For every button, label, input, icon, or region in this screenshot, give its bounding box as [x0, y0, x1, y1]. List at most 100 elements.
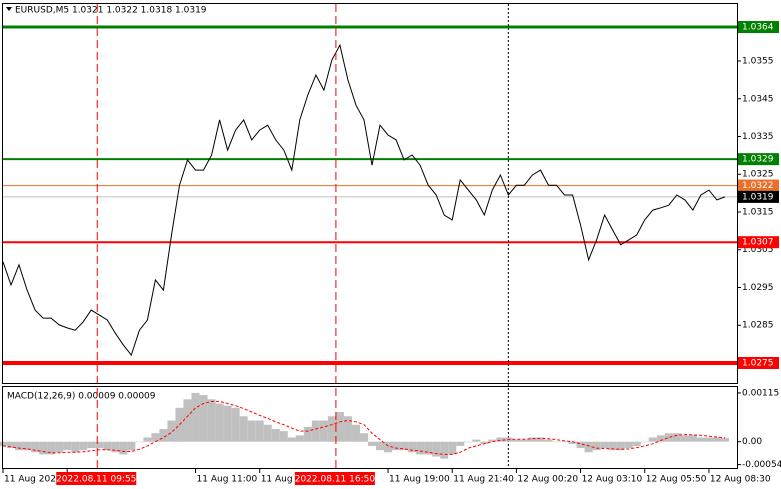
- level-label: 1.0319: [742, 192, 774, 202]
- histogram-bar: [351, 424, 360, 442]
- histogram-bar: [367, 441, 377, 446]
- histogram-bar: [536, 437, 545, 442]
- histogram-bar: [472, 439, 481, 442]
- signal-line: [2, 400, 726, 455]
- histogram-bar: [688, 435, 697, 442]
- histogram-bar: [480, 441, 489, 444]
- marker-label: 2022.08.11 16:50: [295, 475, 376, 485]
- histogram-bar: [608, 441, 617, 451]
- histogram-bar: [496, 437, 505, 442]
- histogram-bar: [432, 441, 441, 457]
- menu-triangle[interactable]: [6, 7, 12, 11]
- histogram-bar: [640, 441, 649, 443]
- level-label-box: [738, 236, 779, 249]
- price-line: [2, 43, 726, 357]
- x-tick-label: 12 Aug 08:30: [710, 475, 771, 485]
- marker-label-box: [294, 472, 375, 485]
- histogram-bar: [600, 441, 609, 449]
- histogram-bar: [55, 441, 64, 453]
- level-label: 1.0307: [742, 238, 774, 248]
- level-label-box: [738, 153, 779, 166]
- price-panel: 1.0355 1.0345 1.0335 1.0325 1.0315 1.0305 1.02…: [2, 4, 774, 468]
- histogram-bar: [712, 437, 721, 442]
- marker-label: 2022.08.11 09:55: [56, 475, 136, 485]
- histogram-bar: [223, 405, 232, 442]
- histogram-bar: [456, 441, 465, 446]
- histogram-bar: [592, 441, 601, 451]
- histogram-bar: [215, 403, 224, 442]
- histogram-bar: [311, 420, 320, 442]
- histogram-bar: [263, 424, 272, 442]
- histogram-bar: [111, 441, 120, 453]
- histogram-bar: [384, 441, 393, 453]
- histogram-bar: [303, 426, 312, 442]
- y-tick-label: 0.00115: [742, 388, 779, 398]
- y-tick-label: 1.0355: [742, 57, 774, 67]
- x-tick-label: 12 Aug 03:10: [582, 475, 643, 485]
- histogram-bar: [239, 416, 248, 442]
- x-tick-label: 11 Aug 21:40: [453, 475, 514, 485]
- histogram-bar: [47, 441, 56, 455]
- histogram-bar: [568, 441, 577, 444]
- histogram-bar: [528, 437, 537, 442]
- histogram-bar: [7, 441, 16, 449]
- level-label: 1.0364: [742, 23, 774, 33]
- histogram-bar: [424, 441, 433, 455]
- histogram-bar: [440, 441, 449, 459]
- histogram-bar: [392, 441, 401, 451]
- histogram-bar: [271, 428, 280, 442]
- histogram-bar: [544, 439, 553, 442]
- histogram-bar: [31, 441, 40, 453]
- histogram-bar: [295, 435, 304, 442]
- histogram-bar: [103, 441, 112, 451]
- histogram-bar: [95, 441, 104, 449]
- y-tick-label: 1.0315: [742, 207, 774, 217]
- histogram-bar: [143, 437, 152, 442]
- histogram-bar: [560, 441, 569, 443]
- histogram-bar: [71, 441, 80, 453]
- histogram-bar: [408, 441, 417, 453]
- level-label: 1.0322: [742, 181, 774, 191]
- marker-label-box: [56, 472, 137, 485]
- y-tick-label: 1.0285: [742, 321, 774, 331]
- histogram-bar: [359, 433, 368, 442]
- macd-panel: 0.00115 0.00 -0.00054 MACD(12,26,9) 0.00009…: [0, 388, 781, 470]
- histogram-bar: [207, 399, 216, 442]
- histogram-bar: [319, 420, 328, 442]
- x-tick-label: 11 Aug 13:40: [261, 475, 322, 485]
- histogram-bar: [672, 433, 681, 442]
- histogram-bar: [616, 441, 625, 451]
- histogram-bar: [39, 441, 48, 455]
- histogram-bar: [448, 441, 457, 455]
- histogram-bar: [488, 439, 497, 442]
- histogram-bar: [520, 439, 529, 442]
- y-tick-label: 0.00: [742, 437, 762, 447]
- histogram-bar: [87, 441, 96, 449]
- histogram-bar: [167, 420, 176, 442]
- price-frame: [2, 3, 738, 384]
- level-label-box: [738, 356, 779, 369]
- x-tick-label: 12 Aug 05:50: [646, 475, 707, 485]
- y-tick-label: 1.0345: [742, 94, 774, 104]
- y-tick-label: 1.0335: [742, 132, 774, 142]
- histogram-bar: [624, 441, 633, 449]
- histogram-bar: [680, 435, 689, 442]
- histogram-bar: [696, 437, 705, 442]
- level-label: 1.0275: [742, 358, 774, 368]
- histogram-bar: [287, 437, 296, 442]
- histogram-bar: [343, 416, 352, 442]
- y-tick-label: -0.00054: [742, 460, 781, 470]
- histogram-bar: [159, 428, 168, 442]
- level-label: 1.0329: [742, 155, 774, 165]
- x-tick-label: 11 Aug 19:00: [389, 475, 450, 485]
- histogram-bar: [199, 395, 208, 442]
- histogram-bar: [15, 441, 24, 451]
- histogram-bar: [552, 441, 561, 443]
- histogram-bar: [127, 441, 136, 451]
- histogram-bar: [63, 441, 72, 451]
- histogram-bar: [255, 420, 264, 442]
- histogram-bar: [191, 392, 200, 442]
- histogram-bar: [464, 441, 473, 443]
- histogram-bar: [23, 441, 32, 451]
